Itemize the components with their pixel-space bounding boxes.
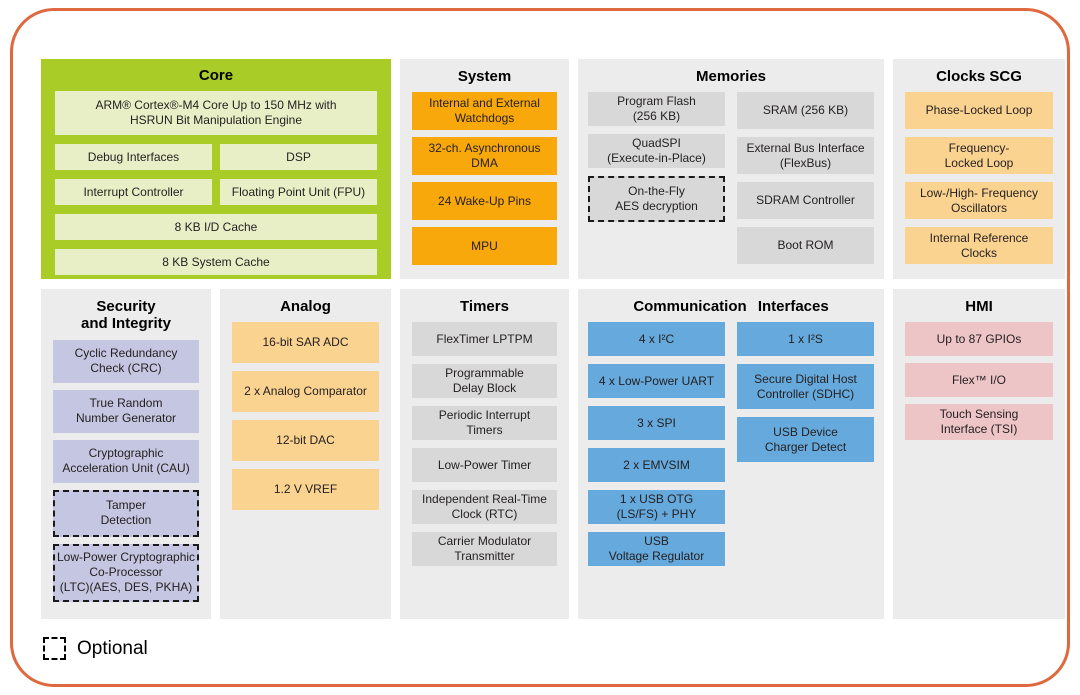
hmi-blocks: Up to 87 GPIOs Flex™ I/O Touch Sensing I… <box>893 322 1065 441</box>
comm-left-column: 4 x I²C 4 x Low-Power UART 3 x SPI 2 x E… <box>588 322 725 567</box>
block-trng: True Random Number Generator <box>53 389 199 433</box>
block-on-the-fly-aes-optional: On-the-Fly AES decryption <box>588 176 725 223</box>
block-dac: 12-bit DAC <box>232 420 379 462</box>
memories-columns: Program Flash (256 KB) QuadSPI (Execute-… <box>578 92 884 265</box>
panel-analog-title: Analog <box>280 298 331 315</box>
legend-label: Optional <box>77 637 148 659</box>
block-internal-reference-clocks: Internal Reference Clocks <box>905 227 1053 265</box>
panel-security-title: Security and Integrity <box>80 298 171 333</box>
block-vref: 1.2 V VREF <box>232 469 379 511</box>
block-flexio: Flex™ I/O <box>905 363 1053 398</box>
block-flexbus: External Bus Interface (FlexBus) <box>737 137 874 175</box>
block-pll: Phase-Locked Loop <box>905 92 1053 130</box>
analog-blocks: 16-bit SAR ADC 2 x Analog Comparator 12-… <box>220 322 391 511</box>
memories-right-column: SRAM (256 KB) External Bus Interface (Fl… <box>737 92 874 265</box>
panel-system-title: System <box>457 68 512 85</box>
block-i2s: 1 x I²S <box>737 322 874 357</box>
panel-memories: Memories Program Flash (256 KB) QuadSPI … <box>578 59 884 279</box>
panel-security-integrity: Security and Integrity Cyclic Redundancy… <box>41 289 211 619</box>
block-watchdogs: Internal and External Watchdogs <box>412 92 557 131</box>
block-dsp: DSP <box>220 144 377 171</box>
panel-core: Core ARM® Cortex®-M4 Core Up to 150 MHz … <box>41 59 391 279</box>
block-i2c: 4 x I²C <box>588 322 725 357</box>
block-usb-charger-detect: USB Device Charger Detect <box>737 417 874 463</box>
block-sdram-controller: SDRAM Controller <box>737 182 874 220</box>
comm-columns: 4 x I²C 4 x Low-Power UART 3 x SPI 2 x E… <box>578 322 884 567</box>
panel-system: System Internal and External Watchdogs 3… <box>400 59 569 279</box>
block-periodic-interrupt-timers: Periodic Interrupt Timers <box>412 406 557 441</box>
security-blocks: Cyclic Redundancy Check (CRC) True Rando… <box>41 339 211 602</box>
clocks-blocks: Phase-Locked Loop Frequency- Locked Loop… <box>893 92 1065 265</box>
block-wakeup-pins: 24 Wake-Up Pins <box>412 182 557 221</box>
block-dma: 32-ch. Asynchronous DMA <box>412 137 557 176</box>
diagram-border: Core ARM® Cortex®-M4 Core Up to 150 MHz … <box>10 8 1070 687</box>
memories-left-column: Program Flash (256 KB) QuadSPI (Execute-… <box>588 92 725 264</box>
block-fll: Frequency- Locked Loop <box>905 137 1053 175</box>
panel-analog: Analog 16-bit SAR ADC 2 x Analog Compara… <box>220 289 391 619</box>
panel-comm-title: Communication Interfaces <box>633 298 829 315</box>
core-row-1: Debug Interfaces DSP <box>55 144 377 171</box>
block-mpu: MPU <box>412 227 557 266</box>
block-boot-rom: Boot ROM <box>737 227 874 265</box>
panel-hmi: HMI Up to 87 GPIOs Flex™ I/O Touch Sensi… <box>893 289 1065 619</box>
block-programmable-delay: Programmable Delay Block <box>412 364 557 399</box>
block-low-power-timer: Low-Power Timer <box>412 448 557 483</box>
system-blocks: Internal and External Watchdogs 32-ch. A… <box>400 92 569 266</box>
block-system-cache: 8 KB System Cache <box>55 249 377 276</box>
panel-clocks-title: Clocks SCG <box>936 68 1022 85</box>
block-tamper-detection-optional: Tamper Detection <box>53 489 199 537</box>
block-spi: 3 x SPI <box>588 406 725 441</box>
block-program-flash: Program Flash (256 KB) <box>588 92 725 127</box>
core-blocks: ARM® Cortex®-M4 Core Up to 150 MHz with … <box>41 91 391 276</box>
block-tsi: Touch Sensing Interface (TSI) <box>905 404 1053 441</box>
block-cau: Cryptographic Acceleration Unit (CAU) <box>53 439 199 483</box>
block-debug-interfaces: Debug Interfaces <box>55 144 212 171</box>
block-sdhc: Secure Digital Host Controller (SDHC) <box>737 364 874 410</box>
block-sar-adc: 16-bit SAR ADC <box>232 322 379 364</box>
panel-hmi-title: HMI <box>965 298 993 315</box>
timers-blocks: FlexTimer LPTPM Programmable Delay Block… <box>400 322 569 567</box>
panel-communication-interfaces: Communication Interfaces 4 x I²C 4 x Low… <box>578 289 884 619</box>
panel-timers-title: Timers <box>460 298 509 315</box>
block-interrupt-controller: Interrupt Controller <box>55 179 212 206</box>
optional-dashed-box-icon <box>43 637 66 660</box>
block-lpuart: 4 x Low-Power UART <box>588 364 725 399</box>
block-fpu: Floating Point Unit (FPU) <box>220 179 377 206</box>
block-sram: SRAM (256 KB) <box>737 92 874 130</box>
block-rtc: Independent Real-Time Clock (RTC) <box>412 490 557 525</box>
panel-clocks-scg: Clocks SCG Phase-Locked Loop Frequency- … <box>893 59 1065 279</box>
block-id-cache: 8 KB I/D Cache <box>55 214 377 241</box>
panel-timers: Timers FlexTimer LPTPM Programmable Dela… <box>400 289 569 619</box>
block-arm-cortex-m4: ARM® Cortex®-M4 Core Up to 150 MHz with … <box>55 91 377 136</box>
diagram-grid: Core ARM® Cortex®-M4 Core Up to 150 MHz … <box>41 59 1065 619</box>
block-ltc-optional: Low-Power Cryptographic Co-Processor (LT… <box>53 543 199 602</box>
block-flextimer: FlexTimer LPTPM <box>412 322 557 357</box>
block-usb-voltage-regulator: USB Voltage Regulator <box>588 532 725 567</box>
block-carrier-modulator: Carrier Modulator Transmitter <box>412 532 557 567</box>
panel-core-title: Core <box>198 67 234 84</box>
block-crc: Cyclic Redundancy Check (CRC) <box>53 339 199 383</box>
legend: Optional <box>43 637 148 660</box>
block-oscillators: Low-/High- Frequency Oscillators <box>905 182 1053 220</box>
block-emvsim: 2 x EMVSIM <box>588 448 725 483</box>
block-analog-comparator: 2 x Analog Comparator <box>232 371 379 413</box>
panel-memories-title: Memories <box>695 68 767 85</box>
comm-right-column: 1 x I²S Secure Digital Host Controller (… <box>737 322 874 566</box>
block-usb-otg: 1 x USB OTG (LS/FS) + PHY <box>588 490 725 525</box>
block-gpios: Up to 87 GPIOs <box>905 322 1053 357</box>
core-row-2: Interrupt Controller Floating Point Unit… <box>55 179 377 206</box>
block-quadspi: QuadSPI (Execute-in-Place) <box>588 134 725 169</box>
